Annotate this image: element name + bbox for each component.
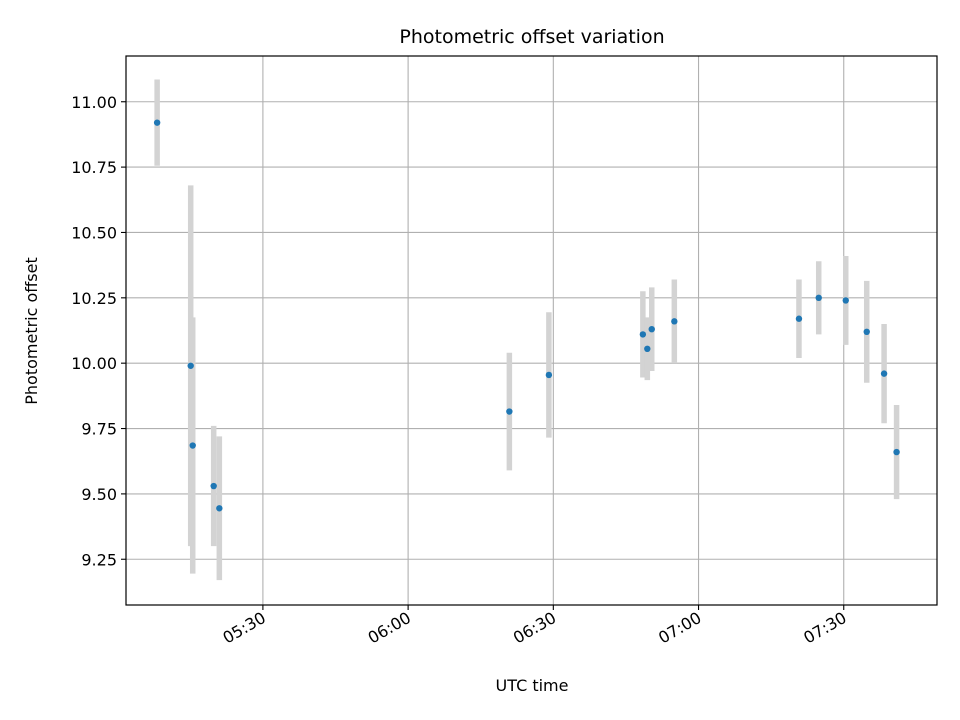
data-point — [795, 315, 803, 322]
data-point — [815, 294, 822, 302]
data-point — [893, 448, 900, 456]
data-point — [187, 362, 194, 369]
chart-title: Photometric offset variation — [399, 26, 664, 48]
data-point — [545, 371, 553, 379]
y-axis-title: Photometric offset — [22, 257, 41, 405]
data-point — [863, 328, 870, 336]
data-point — [648, 325, 655, 333]
y-tick-label: 10.75 — [71, 158, 117, 177]
y-tick-label: 9.25 — [81, 550, 117, 569]
data-point — [639, 331, 647, 338]
y-tick-label: 9.50 — [81, 485, 117, 504]
data-point — [153, 119, 161, 126]
data-point — [189, 442, 196, 449]
data-point — [506, 408, 513, 415]
x-axis-title: UTC time — [496, 676, 569, 695]
data-point — [210, 482, 217, 490]
data-point — [880, 370, 888, 377]
data-point — [216, 505, 223, 512]
data-point — [671, 318, 678, 325]
plot-area-frame — [125, 55, 938, 606]
y-axis-ticks: 9.25 9.50 9.75 10.00 10.25 10.50 10.75 11.00 — [71, 93, 126, 569]
data-points — [153, 119, 900, 512]
y-tick-label: 9.75 — [81, 420, 117, 439]
y-tick-label: 10.50 — [71, 223, 117, 242]
data-point — [842, 297, 849, 304]
data-point — [644, 345, 651, 352]
y-tick-label: 10.00 — [71, 354, 117, 373]
y-tick-label: 11.00 — [71, 93, 117, 112]
y-tick-label: 10.25 — [71, 289, 117, 308]
